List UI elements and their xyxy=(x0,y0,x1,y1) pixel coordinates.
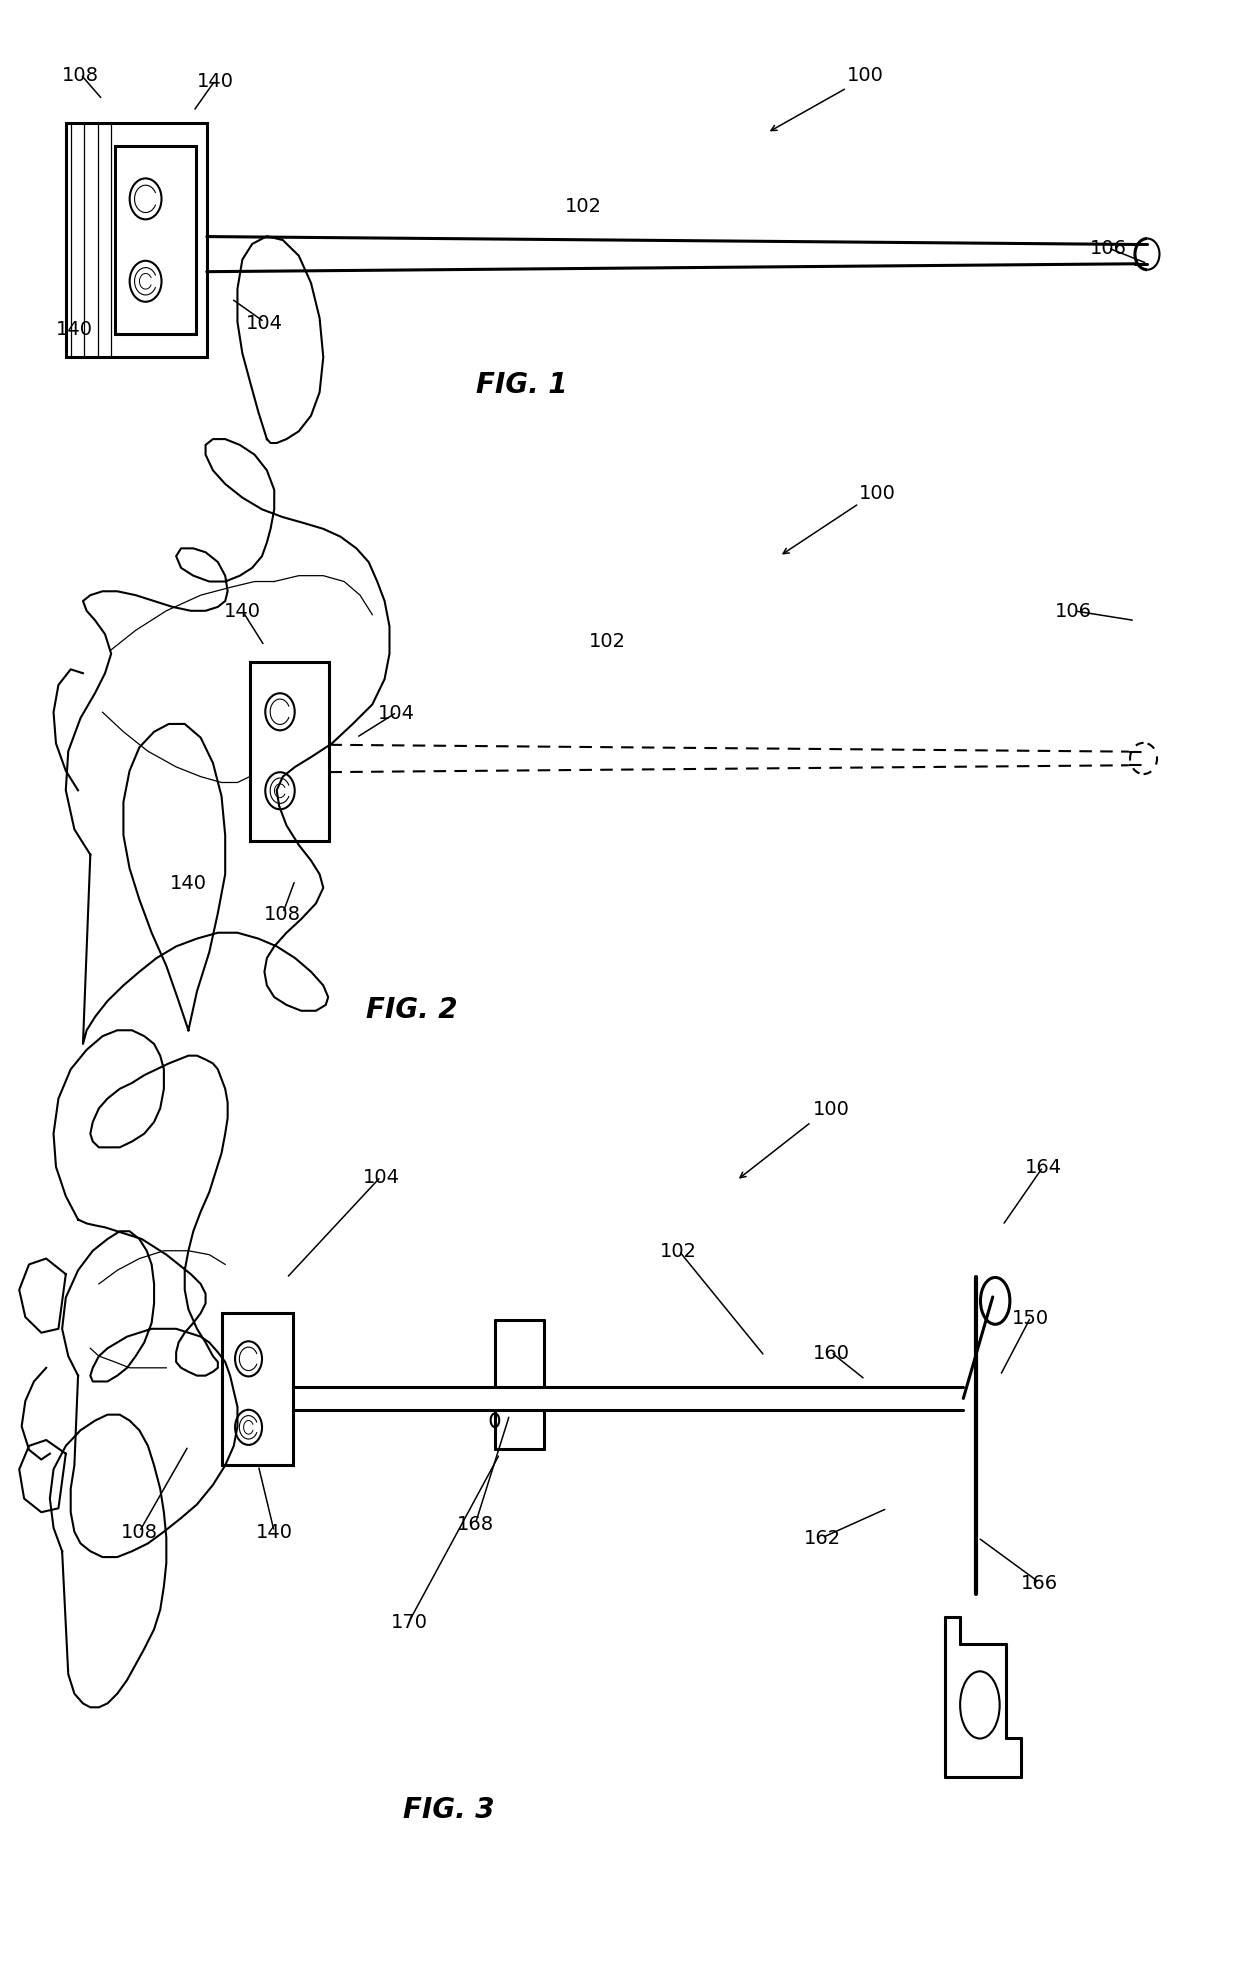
Text: 140: 140 xyxy=(224,603,260,621)
Text: 106: 106 xyxy=(1090,240,1126,257)
Bar xyxy=(66,124,207,357)
Text: 102: 102 xyxy=(661,1241,697,1261)
Bar xyxy=(222,1314,293,1465)
Text: FIG. 2: FIG. 2 xyxy=(366,996,458,1023)
Text: 108: 108 xyxy=(264,903,301,923)
Text: 150: 150 xyxy=(1012,1308,1049,1328)
Text: 140: 140 xyxy=(255,1522,293,1542)
Text: 100: 100 xyxy=(859,483,897,503)
Text: 140: 140 xyxy=(170,874,207,892)
Text: 108: 108 xyxy=(62,65,99,84)
Text: 168: 168 xyxy=(456,1514,494,1534)
Text: 100: 100 xyxy=(812,1100,849,1119)
Text: FIG. 1: FIG. 1 xyxy=(476,371,568,399)
Text: 162: 162 xyxy=(804,1528,841,1548)
Text: 170: 170 xyxy=(391,1612,428,1632)
Text: 100: 100 xyxy=(847,67,884,84)
Text: 102: 102 xyxy=(589,632,626,650)
Text: 166: 166 xyxy=(1021,1573,1058,1593)
Text: 140: 140 xyxy=(197,71,234,90)
Text: FIG. 3: FIG. 3 xyxy=(403,1795,494,1823)
Text: 104: 104 xyxy=(362,1167,399,1186)
Text: 102: 102 xyxy=(564,196,601,216)
Text: 104: 104 xyxy=(246,314,283,332)
Text: 104: 104 xyxy=(378,703,415,723)
Text: 106: 106 xyxy=(1055,603,1092,621)
Bar xyxy=(249,662,330,843)
Bar xyxy=(115,147,196,334)
Text: 164: 164 xyxy=(1024,1157,1061,1176)
Text: 140: 140 xyxy=(56,320,93,338)
Text: 160: 160 xyxy=(812,1343,849,1361)
Text: 108: 108 xyxy=(120,1522,157,1542)
